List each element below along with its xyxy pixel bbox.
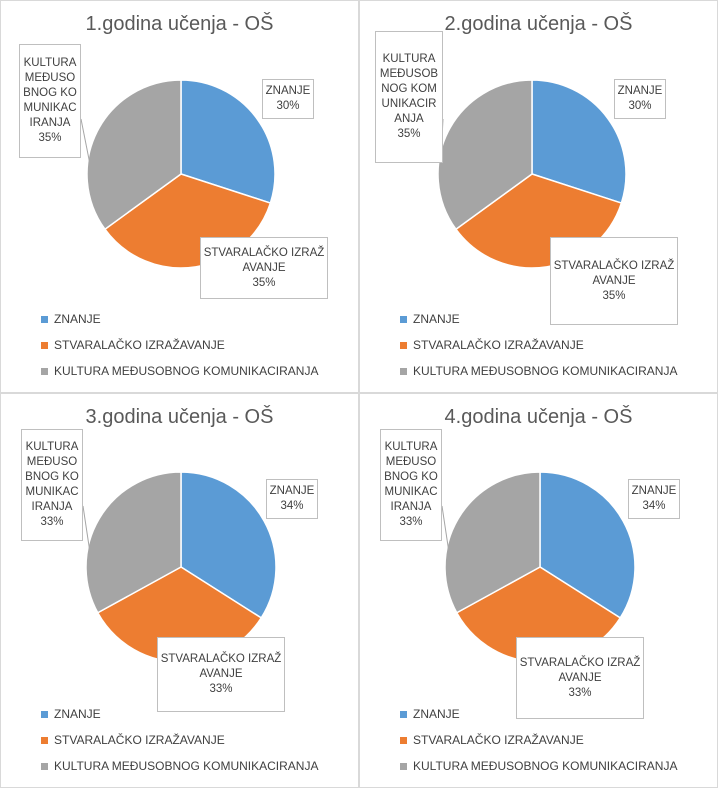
- data-label-value: 33%: [568, 686, 592, 699]
- legend-item: KULTURA MEĐUSOBNOG KOMUNIKACIRANJA: [400, 753, 677, 779]
- data-label-value: 35%: [252, 276, 276, 289]
- data-label-callout: KULTURA MEĐUSOBNOG KOMUNIKACIRANJA 33%: [380, 429, 442, 541]
- data-label-value: 30%: [276, 100, 300, 112]
- legend-item: STVARALAČKO IZRAŽAVANJE: [400, 727, 677, 753]
- data-label-name: STVARALAČKO IZRAŽAVANJE: [203, 246, 325, 274]
- data-label-value: 30%: [628, 100, 652, 112]
- data-label-value: 33%: [209, 683, 233, 695]
- pie-chart-panel: 4.godina učenja - OŠ ZNANJE 34% STVARALAČKO…: [359, 393, 718, 788]
- legend-item: ZNANJE: [41, 701, 318, 727]
- slice-znanje: [531, 79, 627, 204]
- legend-swatch: [41, 762, 48, 770]
- legend-swatch: [41, 367, 48, 375]
- data-label-value: 35%: [38, 132, 62, 144]
- pie-svg: [80, 79, 276, 269]
- data-label-callout: KULTURA MEĐUSOBNOG KOMUNIKACIRANJA 33%: [21, 429, 83, 541]
- slice-kultura-komunikaciranja: [444, 471, 541, 614]
- leader-line: [441, 505, 450, 551]
- data-label-name: KULTURA MEĐUSOBNOG KOMUNIKACIRANJA: [384, 441, 438, 513]
- legend-swatch: [400, 341, 407, 349]
- legend-label: STVARALAČKO IZRAŽAVANJE: [413, 338, 584, 352]
- slice-kultura-komunikaciranja: [86, 79, 182, 231]
- data-label-name: ZNANJE: [631, 485, 677, 497]
- data-label-value: 35%: [602, 289, 626, 302]
- data-label-value: 33%: [40, 516, 64, 528]
- data-label-name: STVARALAČKO IZRAŽAVANJE: [160, 653, 282, 680]
- chart-title: 3.godina učenja - OŠ: [85, 406, 274, 428]
- pie-chart-panel: 1.godina učenja - OŠ ZNANJE 30% STVARALAČKO…: [0, 0, 359, 393]
- pie-svg: [441, 471, 636, 663]
- legend-swatch: [41, 341, 48, 349]
- chart-legend: ZNANJE STVARALAČKO IZRAŽAVANJE KULTURA MEĐ…: [400, 701, 677, 779]
- legend-label: STVARALAČKO IZRAŽAVANJE: [54, 338, 225, 352]
- data-label-name: KULTURA MEĐUSOBNOG KOMUNIKACIRANJA: [23, 57, 77, 129]
- legend-swatch: [400, 710, 407, 718]
- legend-item: STVARALAČKO IZRAŽAVANJE: [41, 727, 318, 753]
- legend-item: ZNANJE: [400, 701, 677, 727]
- legend-item: KULTURA MEĐUSOBNOG KOMUNIKACIRANJA: [41, 358, 318, 384]
- legend-item: ZNANJE: [41, 306, 318, 332]
- pie-chart-panel: 3.godina učenja - OŠ ZNANJE 34% STVARALAČKO…: [0, 393, 359, 788]
- data-label-name: STVARALAČKO IZRAŽAVANJE: [519, 656, 641, 684]
- legend-swatch: [41, 315, 48, 323]
- chart-title: 4.godina učenja - OŠ: [444, 406, 633, 428]
- data-label-callout: KULTURA MEĐUSOBNOG KOMUNIKACIRANJA 35%: [19, 44, 81, 158]
- data-label-name: ZNANJE: [269, 485, 315, 497]
- legend-label: KULTURA MEĐUSOBNOG KOMUNIKACIRANJA: [413, 759, 678, 773]
- slice-znanje: [180, 79, 276, 204]
- legend-swatch: [400, 315, 407, 323]
- data-label-callout: ZNANJE 30%: [262, 79, 314, 119]
- data-label-name: STVARALAČKO IZRAŽAVANJE: [553, 259, 675, 287]
- pie-chart-panel: 2.godina učenja - OŠ ZNANJE 30% STVARALAČKO…: [359, 0, 718, 393]
- data-label-callout: KULTURA MEĐUSOBNOG KOMUNIKACIRANJA 35%: [375, 31, 443, 163]
- data-label-name: KULTURA MEĐUSOBNOG KOMUNIKACIRANJA: [379, 53, 439, 125]
- legend-swatch: [400, 367, 407, 375]
- chart-legend: ZNANJE STVARALAČKO IZRAŽAVANJE KULTURA MEĐ…: [41, 306, 318, 384]
- data-label-value: 35%: [397, 128, 421, 140]
- legend-label: ZNANJE: [54, 707, 101, 721]
- chart-title: 1.godina učenja - OŠ: [85, 13, 274, 35]
- legend-label: KULTURA MEĐUSOBNOG KOMUNIKACIRANJA: [54, 759, 319, 773]
- data-label-callout: STVARALAČKO IZRAŽAVANJE 33%: [516, 637, 644, 719]
- leader-line: [82, 505, 91, 551]
- legend-item: STVARALAČKO IZRAŽAVANJE: [41, 332, 318, 358]
- leader-line: [80, 118, 91, 163]
- data-label-callout: STVARALAČKO IZRAŽAVANJE 33%: [157, 637, 285, 712]
- legend-item: STVARALAČKO IZRAŽAVANJE: [400, 332, 677, 358]
- legend-swatch: [400, 762, 407, 770]
- legend-item: KULTURA MEĐUSOBNOG KOMUNIKACIRANJA: [41, 753, 318, 779]
- legend-swatch: [41, 736, 48, 744]
- chart-legend: ZNANJE STVARALAČKO IZRAŽAVANJE KULTURA MEĐ…: [41, 701, 318, 779]
- legend-label: ZNANJE: [413, 707, 460, 721]
- data-label-value: 33%: [399, 516, 423, 528]
- legend-swatch: [400, 736, 407, 744]
- data-label-callout: STVARALAČKO IZRAŽAVANJE 35%: [550, 237, 678, 325]
- data-label-callout: ZNANJE 34%: [628, 479, 680, 519]
- legend-swatch: [41, 710, 48, 718]
- chart-title: 2.godina učenja - OŠ: [444, 13, 633, 35]
- data-label-value: 34%: [642, 500, 666, 512]
- data-label-value: 34%: [280, 500, 304, 512]
- data-label-callout: ZNANJE 30%: [614, 79, 666, 119]
- legend-item: KULTURA MEĐUSOBNOG KOMUNIKACIRANJA: [400, 358, 677, 384]
- data-label-name: KULTURA MEĐUSOBNOG KOMUNIKACIRANJA: [25, 441, 79, 513]
- legend-label: ZNANJE: [54, 312, 101, 326]
- slice-kultura-komunikaciranja: [437, 79, 533, 231]
- data-label-callout: STVARALAČKO IZRAŽAVANJE 35%: [200, 237, 328, 299]
- legend-item: ZNANJE: [400, 306, 677, 332]
- legend-label: KULTURA MEĐUSOBNOG KOMUNIKACIRANJA: [54, 364, 319, 378]
- data-label-name: ZNANJE: [265, 85, 311, 97]
- legend-label: STVARALAČKO IZRAŽAVANJE: [413, 733, 584, 747]
- chart-legend: ZNANJE STVARALAČKO IZRAŽAVANJE KULTURA MEĐ…: [400, 306, 677, 384]
- legend-label: STVARALAČKO IZRAŽAVANJE: [54, 733, 225, 747]
- slice-kultura-komunikaciranja: [85, 471, 182, 614]
- data-label-name: ZNANJE: [617, 85, 663, 97]
- legend-label: ZNANJE: [413, 312, 460, 326]
- data-label-callout: ZNANJE 34%: [266, 479, 318, 519]
- legend-label: KULTURA MEĐUSOBNOG KOMUNIKACIRANJA: [413, 364, 678, 378]
